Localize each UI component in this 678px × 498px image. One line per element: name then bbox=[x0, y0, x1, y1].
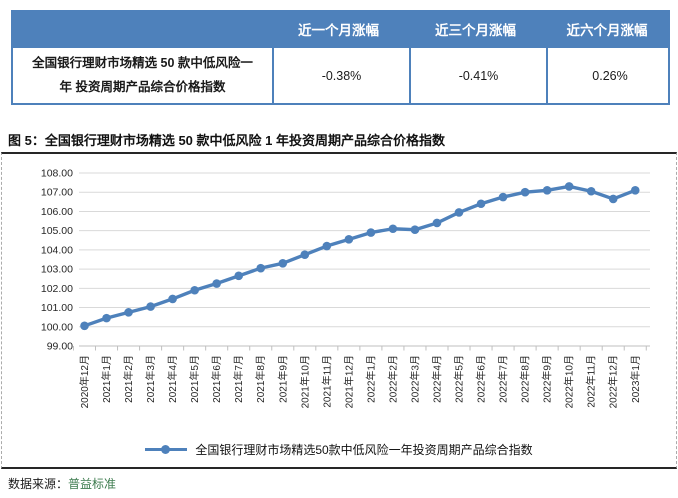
svg-text:107.00: 107.00 bbox=[41, 187, 73, 199]
chart-container: 99.00 100.00 101.00 102.00 103.00 104.00 105.0… bbox=[1, 152, 677, 469]
svg-text:2022年2月: 2022年2月 bbox=[386, 355, 399, 403]
performance-table: 近一个月涨幅 近三个月涨幅 近六个月涨幅 全国银行理财市场精选 50 款中低风险… bbox=[11, 10, 670, 105]
svg-text:2021年10月: 2021年10月 bbox=[298, 355, 311, 408]
svg-text:102.00: 102.00 bbox=[41, 283, 73, 295]
svg-text:2021年4月: 2021年4月 bbox=[166, 355, 179, 403]
index-name-cell: 全国银行理财市场精选 50 款中低风险一年 投资周期产品综合价格指数 bbox=[32, 56, 253, 94]
svg-text:104.00: 104.00 bbox=[41, 244, 73, 256]
data-source-label: 数据来源： bbox=[8, 477, 69, 491]
svg-text:2022年3月: 2022年3月 bbox=[408, 355, 421, 403]
chart-legend: 全国银行理财市场精选50款中低风险一年投资周期产品综合指数 bbox=[2, 441, 676, 458]
data-source-name: 普益标准 bbox=[68, 477, 117, 491]
svg-text:2022年12月: 2022年12月 bbox=[607, 355, 620, 408]
svg-text:108.00: 108.00 bbox=[41, 168, 73, 180]
value-3m-cell: -0.41% bbox=[409, 48, 546, 103]
price-index-line-chart: 99.00 100.00 101.00 102.00 103.00 104.00 105.0… bbox=[41, 168, 650, 408]
performance-table-header: 近一个月涨幅 近三个月涨幅 近六个月涨幅 bbox=[11, 10, 670, 48]
header-3m-change: 近三个月涨幅 bbox=[435, 23, 516, 38]
svg-text:2022年11月: 2022年11月 bbox=[585, 355, 598, 408]
svg-text:2021年9月: 2021年9月 bbox=[276, 355, 289, 403]
svg-text:100.00: 100.00 bbox=[41, 321, 73, 333]
legend-series-label: 全国银行理财市场精选50款中低风险一年投资周期产品综合指数 bbox=[195, 443, 533, 457]
svg-text:2022年10月: 2022年10月 bbox=[563, 355, 576, 408]
svg-text:2021年11月: 2021年11月 bbox=[320, 355, 333, 408]
svg-text:105.00: 105.00 bbox=[41, 225, 73, 237]
value-1m-cell: -0.38% bbox=[272, 48, 409, 103]
svg-text:101.00: 101.00 bbox=[41, 302, 73, 314]
svg-text:2021年2月: 2021年2月 bbox=[122, 355, 135, 403]
svg-text:2021年6月: 2021年6月 bbox=[210, 355, 223, 403]
svg-text:106.00: 106.00 bbox=[41, 206, 73, 218]
data-source: 数据来源：普益标准 bbox=[8, 475, 116, 492]
svg-text:2022年5月: 2022年5月 bbox=[453, 355, 466, 403]
svg-text:2022年9月: 2022年9月 bbox=[541, 355, 554, 403]
header-6m-change: 近六个月涨幅 bbox=[566, 23, 648, 38]
svg-text:2021年8月: 2021年8月 bbox=[254, 355, 267, 403]
svg-text:2022年4月: 2022年4月 bbox=[430, 355, 443, 403]
svg-text:2020年12月: 2020年12月 bbox=[78, 355, 91, 408]
figure-title: 图 5：全国银行理财市场精选 50 款中低风险 1 年投资周期产品综合价格指数 bbox=[8, 133, 445, 148]
legend-line-marker-icon bbox=[145, 445, 188, 454]
svg-text:2023年1月: 2023年1月 bbox=[629, 355, 642, 403]
header-1m-change: 近一个月涨幅 bbox=[298, 23, 379, 38]
value-6m-cell: 0.26% bbox=[546, 48, 672, 103]
svg-text:99.00: 99.00 bbox=[47, 341, 73, 353]
svg-text:2021年12月: 2021年12月 bbox=[342, 355, 355, 408]
svg-text:2022年8月: 2022年8月 bbox=[519, 355, 532, 403]
svg-text:2021年1月: 2021年1月 bbox=[100, 355, 113, 403]
svg-text:2022年1月: 2022年1月 bbox=[364, 355, 377, 403]
table-row: 全国银行理财市场精选 50 款中低风险一年 投资周期产品综合价格指数 -0.38… bbox=[11, 48, 670, 105]
svg-text:103.00: 103.00 bbox=[41, 264, 73, 276]
svg-text:2021年7月: 2021年7月 bbox=[232, 355, 245, 403]
svg-text:2021年3月: 2021年3月 bbox=[144, 355, 157, 403]
svg-text:2022年6月: 2022年6月 bbox=[475, 355, 488, 403]
svg-text:2022年7月: 2022年7月 bbox=[497, 355, 510, 403]
svg-text:2021年5月: 2021年5月 bbox=[188, 355, 201, 403]
